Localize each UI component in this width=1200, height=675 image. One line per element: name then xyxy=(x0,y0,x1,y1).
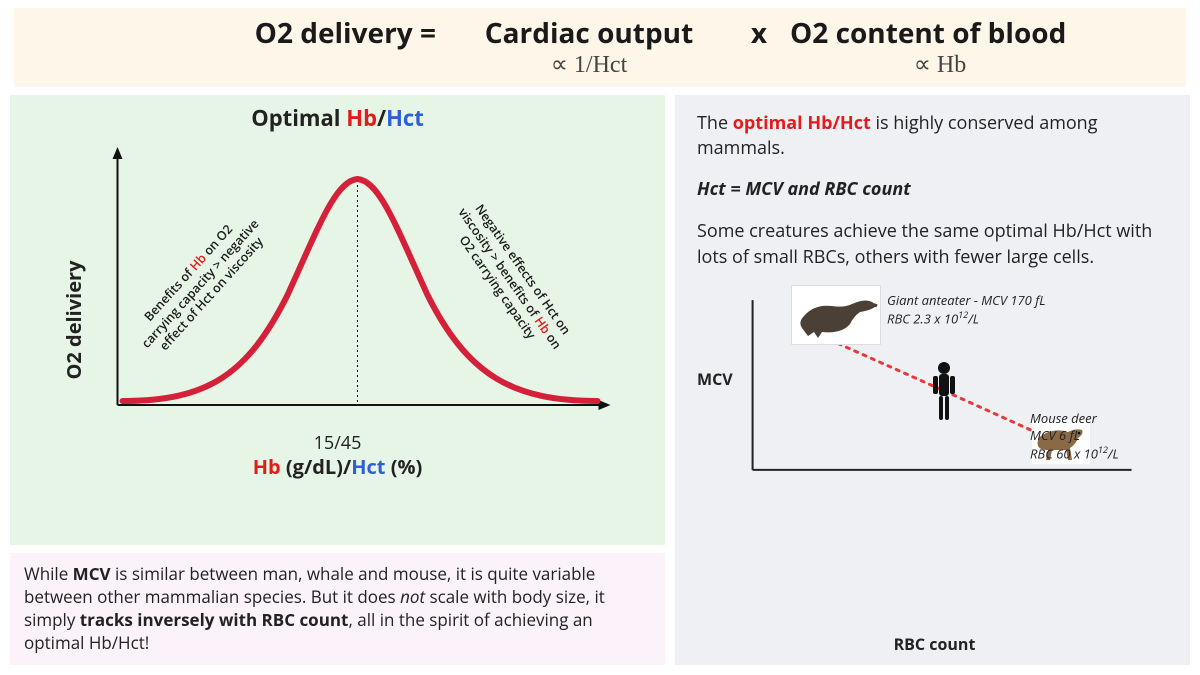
optimal-chart-card: Optimal Hb/Hct O2 deliviery 15/45 xyxy=(10,95,665,545)
equation-prop-hb: ∝ Hb xyxy=(784,50,1176,79)
right-formula: Hct = MCV and RBC count xyxy=(697,177,1172,201)
chart-x-tick: 15/45 xyxy=(20,431,655,455)
note-bold: tracks inversely with RBC count xyxy=(80,608,349,631)
equation-line-1: O2 delivery = Cardiac output x O2 conten… xyxy=(24,14,1176,52)
chart-title-hct: Hct xyxy=(386,103,424,133)
anteater-icon xyxy=(792,286,880,344)
equation-lhs: O2 delivery = xyxy=(24,14,444,52)
mini-y-axis-label: MCV xyxy=(697,368,733,390)
xlabel-hct: Hct xyxy=(351,453,385,480)
chart-y-axis-label: O2 deliviery xyxy=(60,261,87,380)
xlabel-hb-unit: (g/dL)/ xyxy=(281,453,352,480)
xlabel-hct-unit: (%) xyxy=(386,453,423,480)
right-optimal: optimal Hb/Hct xyxy=(733,111,871,135)
mcv-vs-rbc-chart: MCV RBC count Giant anteater - MCV 170 f… xyxy=(697,290,1172,655)
chart-title-pre: Optimal xyxy=(251,103,346,133)
equation-line-2: ∝ 1/Hct ∝ Hb xyxy=(24,50,1176,79)
mouse-deer-label: Mouse deer MCV 6 fL RBC 60 x 1012/L xyxy=(1030,410,1170,462)
chart-title-sep: / xyxy=(377,103,386,133)
right-paragraph-1: The optimal Hb/Hct is highly conserved a… xyxy=(697,111,1172,161)
anteater-label: Giant anteater - MCV 170 fL RBC 2.3 x 10… xyxy=(887,292,1107,327)
left-column: Optimal Hb/Hct O2 deliviery 15/45 xyxy=(10,95,665,665)
bell-curve xyxy=(20,135,655,435)
equation-term-cardiac: Cardiac output xyxy=(444,14,734,52)
equation-bar: O2 delivery = Cardiac output x O2 conten… xyxy=(14,8,1186,87)
equation-term-o2content: O2 content of blood xyxy=(784,14,1176,52)
mini-x-axis-label: RBC count xyxy=(697,633,1172,655)
chart-title-hb: Hb xyxy=(346,103,377,133)
chart-x-axis-label: Hb (g/dL)/Hct (%) xyxy=(20,453,655,480)
chart-title: Optimal Hb/Hct xyxy=(20,103,655,133)
equation-times: x xyxy=(734,14,784,52)
right-column: The optimal Hb/Hct is highly conserved a… xyxy=(675,95,1190,665)
columns: Optimal Hb/Hct O2 deliviery 15/45 xyxy=(10,95,1190,665)
human-icon xyxy=(927,360,961,424)
xlabel-hb: Hb xyxy=(253,453,281,480)
note-mcv: MCV xyxy=(73,562,111,585)
right-paragraph-2: Some creatures achieve the same optimal … xyxy=(697,219,1172,269)
equation-prop-hct: ∝ 1/Hct xyxy=(444,50,734,79)
mcv-note: While MCV is similar between man, whale … xyxy=(10,553,665,665)
note-not: not xyxy=(400,585,425,608)
page: O2 delivery = Cardiac output x O2 conten… xyxy=(0,0,1200,675)
